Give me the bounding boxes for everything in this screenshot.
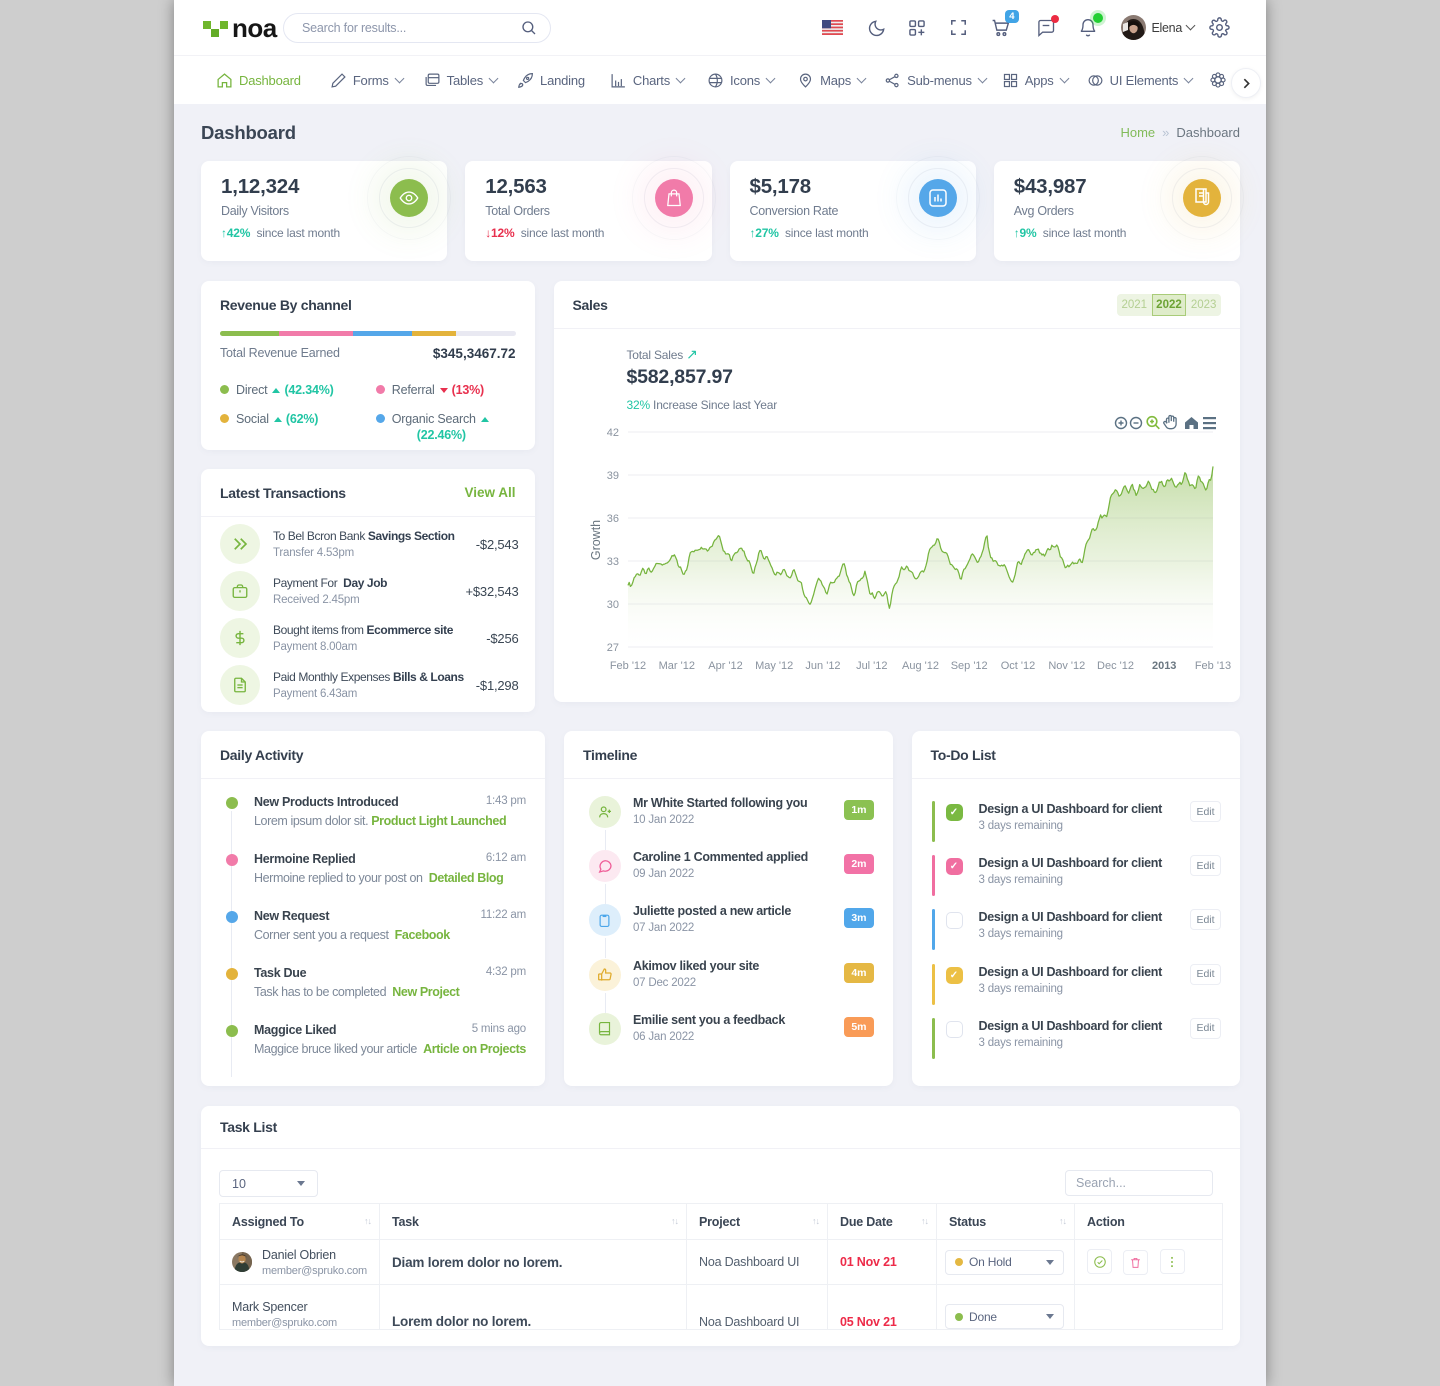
svg-text:2013: 2013 (1152, 660, 1176, 672)
svg-text:Nov '12: Nov '12 (1048, 660, 1085, 672)
svg-text:Dec '12: Dec '12 (1097, 660, 1134, 672)
svg-text:Mar '12: Mar '12 (659, 660, 695, 672)
svg-text:Aug '12: Aug '12 (902, 660, 939, 672)
svg-text:Feb '12: Feb '12 (610, 660, 646, 672)
svg-text:39: 39 (607, 470, 619, 482)
svg-text:30: 30 (607, 599, 619, 611)
svg-text:33: 33 (607, 556, 619, 568)
svg-text:36: 36 (607, 513, 619, 525)
svg-text:Growth: Growth (589, 520, 603, 560)
svg-text:May '12: May '12 (755, 660, 793, 672)
svg-text:Jul '12: Jul '12 (856, 660, 887, 672)
svg-text:27: 27 (607, 642, 619, 654)
svg-text:42: 42 (607, 427, 619, 439)
svg-text:Oct '12: Oct '12 (1001, 660, 1036, 672)
svg-text:Jun '12: Jun '12 (805, 660, 840, 672)
svg-text:Feb '13: Feb '13 (1195, 660, 1231, 672)
svg-text:Apr '12: Apr '12 (708, 660, 743, 672)
svg-text:Sep '12: Sep '12 (951, 660, 988, 672)
